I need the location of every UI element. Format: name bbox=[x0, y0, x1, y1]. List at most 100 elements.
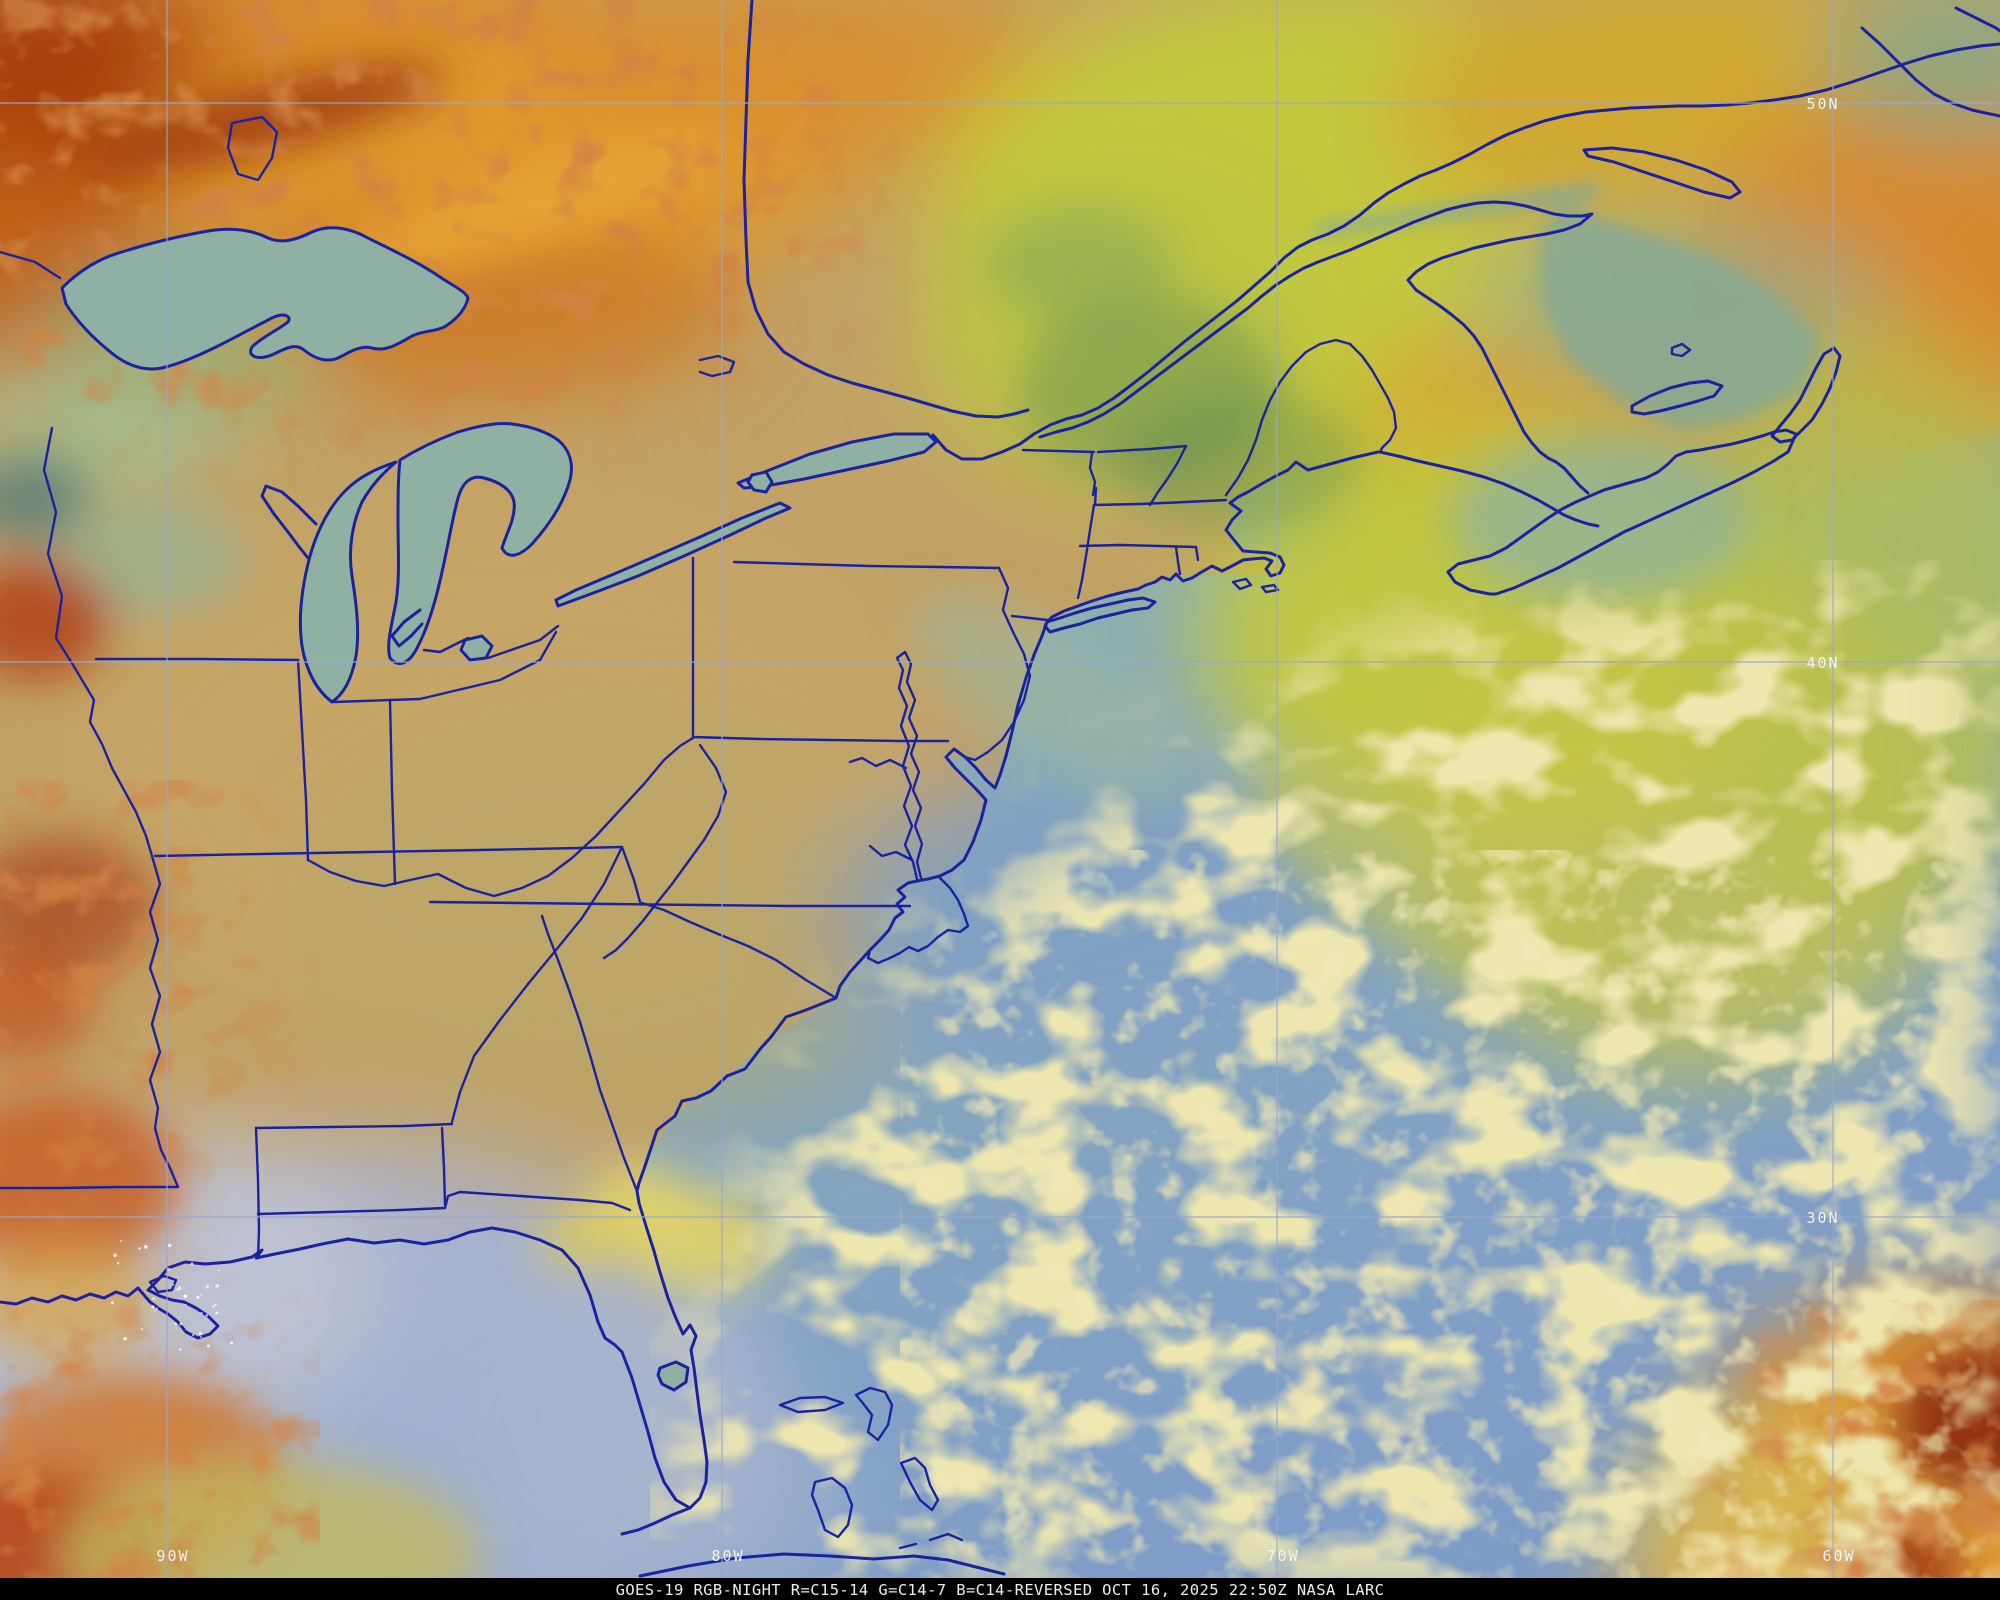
grid-label-40N: 40N bbox=[1806, 654, 1839, 672]
grid-label-80W: 80W bbox=[711, 1547, 744, 1565]
city-light-dot bbox=[212, 1304, 216, 1308]
ohio-river-border bbox=[306, 736, 695, 898]
tn-nc-border bbox=[450, 845, 624, 1124]
city-light-dot bbox=[200, 1312, 203, 1315]
city-light-dot bbox=[190, 1262, 194, 1266]
city-light-dot bbox=[184, 1303, 187, 1306]
magdalen-islands bbox=[1670, 342, 1692, 358]
green-bay-shore bbox=[260, 484, 318, 560]
st-lawrence-north-shore bbox=[931, 42, 2000, 461]
city-light-dot bbox=[179, 1322, 183, 1326]
city-light-dot bbox=[176, 1288, 180, 1291]
grid-label-60W: 60W bbox=[1822, 1547, 1855, 1565]
michigan-south-border bbox=[332, 630, 558, 704]
city-light-dot bbox=[174, 1323, 177, 1326]
maine-borders bbox=[1224, 338, 1398, 497]
city-light-dot bbox=[205, 1284, 210, 1289]
potomac-river bbox=[848, 756, 908, 770]
va-nc-border bbox=[428, 900, 912, 908]
state-borders bbox=[0, 250, 1398, 1260]
mississippi-river-border bbox=[148, 854, 180, 1189]
east-coast-shoreline bbox=[166, 450, 1380, 1510]
grid-labels: 50N 40N 30N 90W 80W 70W 60W bbox=[156, 95, 1855, 1565]
city-light-dot bbox=[113, 1253, 118, 1258]
ms-al-border bbox=[254, 1126, 261, 1260]
city-light-dot bbox=[172, 1283, 175, 1286]
wisconsin-west-border bbox=[42, 426, 154, 858]
la-ar-border bbox=[0, 1185, 180, 1190]
detroit-river bbox=[422, 624, 560, 660]
delaware-river bbox=[963, 566, 1032, 762]
city-light-dot bbox=[144, 1245, 148, 1249]
city-light-dot bbox=[117, 1262, 120, 1265]
city-light-dot bbox=[138, 1247, 141, 1250]
lake-huron bbox=[387, 422, 573, 666]
saginaw-bay bbox=[390, 608, 424, 648]
mississippi-delta bbox=[0, 1266, 220, 1340]
ny-nj-border bbox=[1010, 614, 1049, 622]
lake-nipissing bbox=[698, 354, 736, 378]
city-light-dot bbox=[179, 1348, 182, 1351]
city-light-dot bbox=[110, 1301, 114, 1305]
ga-sc-border bbox=[540, 914, 639, 1193]
caption-background bbox=[0, 1578, 2000, 1600]
city-light-dot bbox=[151, 1305, 155, 1309]
illinois-indiana-border bbox=[296, 658, 310, 862]
city-light-dot bbox=[152, 1297, 155, 1300]
ky-tn-border bbox=[153, 845, 642, 904]
great-lakes bbox=[60, 226, 938, 1392]
city-light-dot bbox=[155, 1307, 158, 1310]
grid-label-90W: 90W bbox=[156, 1547, 189, 1565]
city-light-dot bbox=[200, 1336, 203, 1339]
city-light-dot bbox=[230, 1341, 233, 1345]
lake-ontario bbox=[736, 432, 938, 490]
vt-nh-border bbox=[1148, 444, 1188, 507]
wv-va-border bbox=[602, 743, 728, 960]
nova-scotia bbox=[1446, 428, 1798, 596]
grid-label-70W: 70W bbox=[1266, 1547, 1299, 1565]
bay-of-fundy-nb-coast bbox=[1378, 450, 1600, 528]
cape-breton bbox=[1770, 346, 1842, 444]
marthas-vineyard bbox=[1231, 577, 1253, 591]
city-light-dot bbox=[214, 1303, 217, 1306]
wisconsin-illinois-border bbox=[94, 657, 300, 662]
lake-michigan bbox=[298, 460, 398, 704]
fl-north-border bbox=[256, 1190, 632, 1216]
bahamas bbox=[778, 1386, 964, 1550]
lake-nipigon bbox=[226, 115, 279, 182]
city-light-dot bbox=[141, 1328, 144, 1331]
ottawa-river-border bbox=[742, 0, 1030, 419]
city-light-dot bbox=[206, 1344, 211, 1348]
city-light-dot bbox=[217, 1269, 220, 1272]
lake-superior bbox=[60, 226, 470, 371]
grid-label-30N: 30N bbox=[1806, 1209, 1839, 1227]
city-light-dot bbox=[167, 1267, 171, 1272]
city-light-dot bbox=[215, 1311, 219, 1315]
city-light-dot bbox=[123, 1336, 127, 1341]
lake-st-clair bbox=[459, 634, 494, 662]
city-light-dot bbox=[198, 1331, 203, 1336]
grid-label-50N: 50N bbox=[1806, 95, 1839, 113]
lake-okeechobee bbox=[656, 1360, 690, 1392]
florida-keys bbox=[620, 1506, 692, 1536]
newfoundland-coast bbox=[1860, 6, 2000, 118]
long-island bbox=[1043, 596, 1157, 634]
city-light-dot bbox=[167, 1243, 172, 1248]
minnesota-ontario-border bbox=[0, 250, 62, 280]
city-light-dot bbox=[205, 1313, 209, 1317]
al-ga-border bbox=[440, 1126, 447, 1207]
st-lawrence-south-shore-gaspe bbox=[1038, 200, 1594, 495]
lake-erie bbox=[554, 501, 792, 608]
city-light-dot bbox=[200, 1294, 203, 1296]
nantucket bbox=[1260, 583, 1280, 594]
city-light-speckles bbox=[110, 1239, 233, 1351]
canada-45n-border bbox=[1021, 444, 1188, 454]
caption-bar: GOES-19 RGB-NIGHT R=C15-14 G=C14-7 B=C14… bbox=[0, 1578, 2000, 1600]
chesapeake-bay bbox=[895, 650, 924, 881]
anticosti-island bbox=[1582, 146, 1742, 200]
city-light-dot bbox=[191, 1333, 195, 1337]
